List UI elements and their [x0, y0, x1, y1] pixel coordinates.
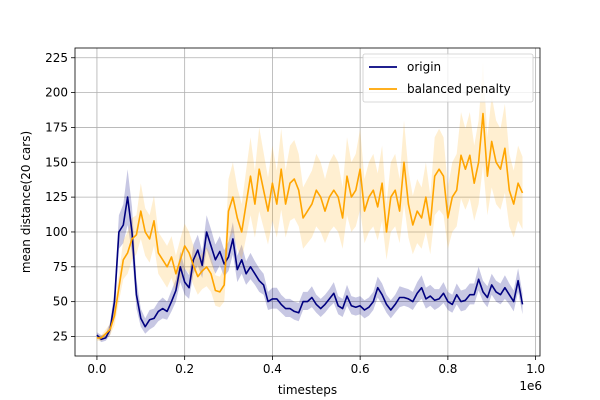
series-line-origin: [96, 196, 524, 341]
legend-entry-balanced-penalty: balanced penalty: [407, 82, 511, 96]
x-axis-label: timesteps: [278, 383, 337, 397]
x-tick-label: 0.6: [351, 362, 370, 376]
y-tick-label: 200: [45, 86, 68, 100]
plot-frame: [74, 47, 541, 357]
y-tick-label: 125: [45, 190, 68, 204]
y-tick-label: 75: [53, 260, 68, 274]
y-tick-label: 25: [53, 329, 68, 343]
x-tick-label: 0.2: [175, 362, 194, 376]
series-lines: [96, 112, 524, 341]
y-axis-label: mean distance(20 cars): [19, 131, 33, 273]
legend-box: [362, 53, 534, 103]
y-tick-label: 225: [45, 51, 68, 65]
y-tick-label: 50: [53, 295, 68, 309]
legend-entry-origin: origin: [407, 60, 441, 74]
grid: [75, 48, 540, 356]
x-tick-label: 0.0: [87, 362, 106, 376]
series-line-balanced-penalty: [96, 112, 524, 339]
y-tick-label: 100: [45, 225, 68, 239]
band-origin: [96, 169, 523, 343]
y-tick-label: 150: [45, 155, 68, 169]
x-axis-offset-label: 1e6: [519, 379, 542, 393]
y-tick-label: 175: [45, 120, 68, 134]
x-tick-label: 0.8: [438, 362, 457, 376]
x-tick-label: 1.0: [526, 362, 545, 376]
axis-ticks: 0.0 0.2 0.4 0.6 0.8 1.0 25 50 75 100 125 150 175 200 2…: [45, 51, 545, 376]
legend: origin balanced penalty: [362, 53, 534, 103]
x-tick-label: 0.4: [263, 362, 282, 376]
